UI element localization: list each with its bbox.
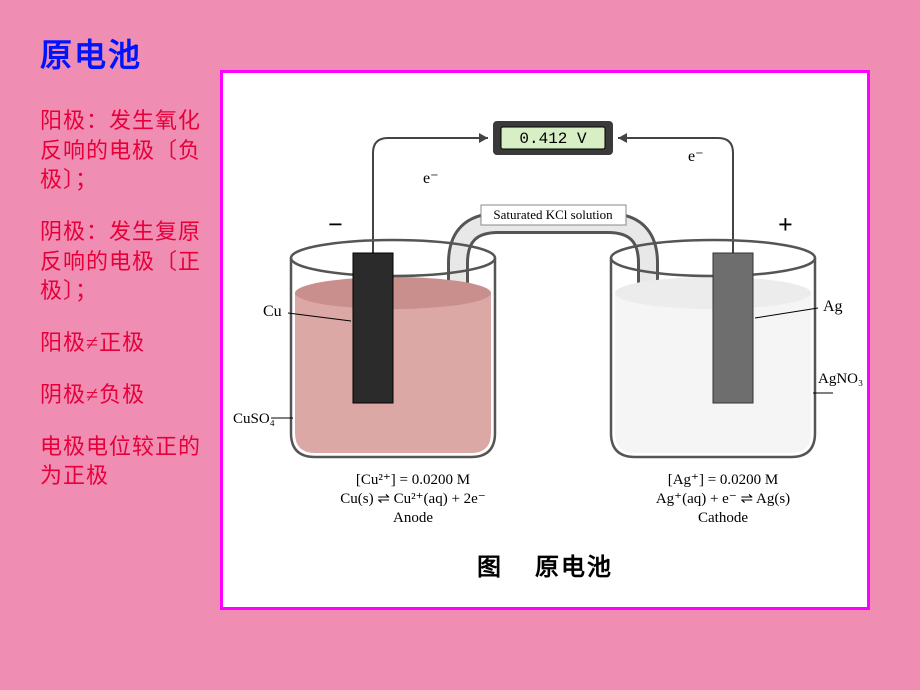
ag-label: Ag [823, 298, 843, 315]
right-column: 0.412 V e⁻ e⁻ − + [220, 0, 920, 690]
cuso4-label: CuSO₄ [233, 411, 275, 427]
right-concentration: [Ag⁺] = 0.0200 M [613, 471, 833, 490]
paragraph-cathode: 阴极：发生复原反响的电极〔正极〕； [40, 217, 210, 306]
caption-prefix: 图 [477, 555, 503, 581]
polarity-minus: − [328, 210, 343, 239]
cu-label: Cu [263, 303, 282, 320]
left-role: Anode [303, 509, 523, 528]
caption-text: 原电池 [535, 555, 613, 581]
right-reaction: Ag⁺(aq) + e⁻ ⇌ Ag(s) [613, 490, 833, 509]
figure-caption: 图 原电池 [233, 547, 857, 582]
left-column: 原电池 阳极：发生氧化反响的电极〔负极〕； 阴极：发生复原反响的电极〔正极〕； … [0, 0, 220, 690]
polarity-plus: + [778, 210, 793, 239]
left-concentration: [Cu²⁺] = 0.0200 M [303, 471, 523, 490]
page-title: 原电池 [40, 30, 210, 76]
paragraph-positive: 电极电位较正的为正极 [40, 432, 210, 491]
right-role: Cathode [613, 509, 833, 528]
voltmeter: 0.412 V [493, 121, 613, 155]
paragraph-anode: 阳极：发生氧化反响的电极〔负极〕； [40, 106, 210, 195]
left-reaction: Cu(s) ⇌ Cu²⁺(aq) + 2e⁻ [303, 490, 523, 509]
agno3-label: AgNO₃ [818, 371, 863, 387]
paragraph-cathode-neq: 阴极≠负极 [40, 380, 210, 410]
paragraph-anode-neq: 阳极≠正极 [40, 328, 210, 358]
electron-label-right: e⁻ [688, 148, 704, 165]
right-chem-block: [Ag⁺] = 0.0200 M Ag⁺(aq) + e⁻ ⇌ Ag(s) Ca… [613, 471, 833, 527]
voltmeter-reading: 0.412 V [519, 130, 587, 148]
diagram: 0.412 V e⁻ e⁻ − + [233, 83, 857, 543]
salt-bridge-label: Saturated KCl solution [493, 207, 613, 222]
figure-frame: 0.412 V e⁻ e⁻ − + [220, 70, 870, 610]
slide: 原电池 阳极：发生氧化反响的电极〔负极〕； 阴极：发生复原反响的电极〔正极〕； … [0, 0, 920, 690]
left-chem-block: [Cu²⁺] = 0.0200 M Cu(s) ⇌ Cu²⁺(aq) + 2e⁻… [303, 471, 523, 527]
electron-label-left: e⁻ [423, 170, 439, 187]
